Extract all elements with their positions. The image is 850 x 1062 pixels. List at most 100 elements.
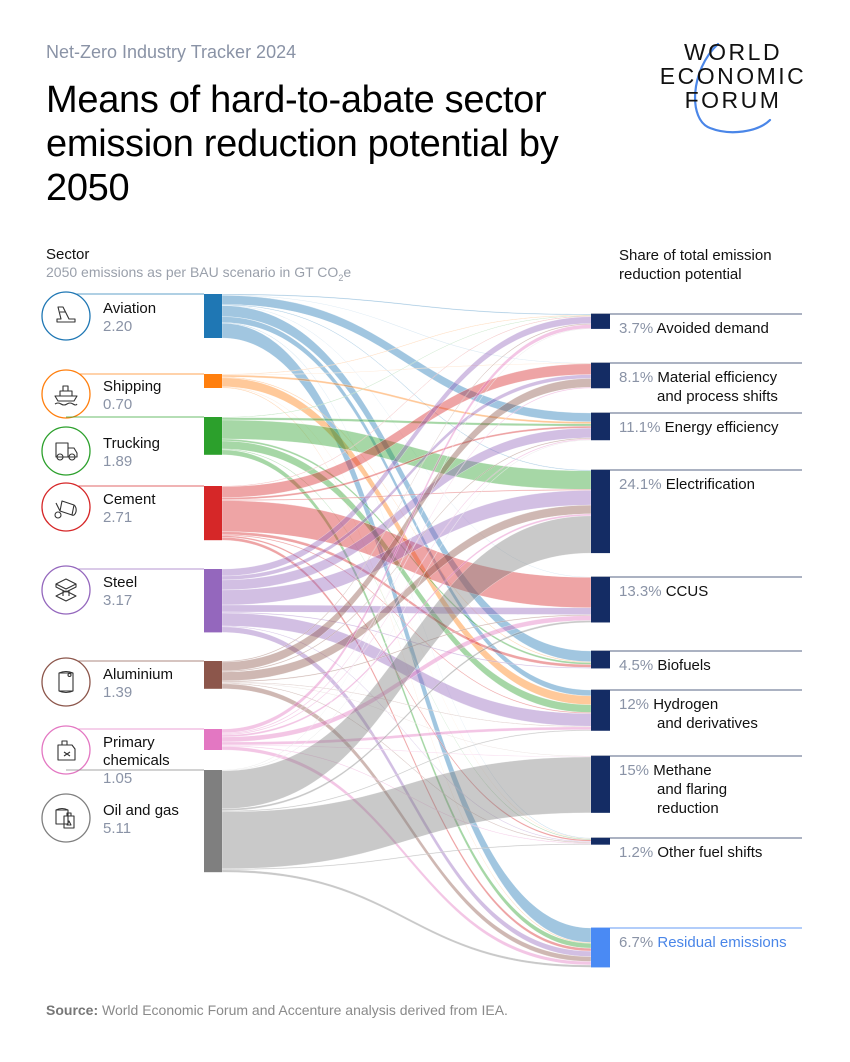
target-label: 15% Methane and flaring reduction <box>619 761 819 818</box>
logo-line: ECONOMIC <box>659 63 807 89</box>
logo-line: WORLD <box>683 39 783 65</box>
sector-subtitle: 2050 emissions as per BAU scenario in GT… <box>46 264 351 283</box>
logo-line: FORUM <box>684 87 782 113</box>
target-node-biofuels <box>591 650 802 669</box>
source-value: 0.70 <box>103 396 133 413</box>
ship-icon <box>41 369 91 419</box>
source-bar <box>204 729 222 750</box>
source-node-primary-chemicals <box>41 725 222 775</box>
target-node-other-fuel-shifts <box>591 837 802 845</box>
target-name: and derivatives <box>657 715 758 732</box>
target-pct: 3.7% <box>619 320 657 337</box>
target-name: Methane <box>653 762 712 779</box>
target-label: 3.7% Avoided demand <box>619 319 819 338</box>
target-node-methane-and-flaring-reduction <box>591 755 802 813</box>
target-label: 12% Hydrogen and derivatives <box>619 695 819 733</box>
target-name: Energy efficiency <box>664 419 779 436</box>
source-value: 3.17 <box>103 592 133 609</box>
target-node-ccus <box>591 576 802 623</box>
truck-icon <box>41 426 91 476</box>
source-value: 2.71 <box>103 509 133 526</box>
target-bar <box>591 577 610 623</box>
target-bar <box>591 838 610 845</box>
can-icon <box>41 657 91 707</box>
steel-beam-icon <box>41 565 91 615</box>
target-pct: 6.7% <box>619 934 658 951</box>
source-name: Cement <box>103 491 156 508</box>
target-name: Material efficiency <box>657 369 778 386</box>
source-label: Aviation 2.20 <box>103 300 156 336</box>
target-bar <box>591 314 610 329</box>
source-bar <box>204 661 222 689</box>
source-bar <box>204 770 222 873</box>
source-node-shipping <box>41 369 222 419</box>
target-name: and flaring <box>657 781 728 798</box>
target-pct: 1.2% <box>619 844 658 861</box>
target-node-material-efficiency-and-process-shifts <box>591 362 802 389</box>
source-label: Source: <box>46 1002 99 1018</box>
source-value: 1.89 <box>103 453 133 470</box>
tracker-kicker: Net-Zero Industry Tracker 2024 <box>46 42 297 62</box>
target-label: 11.1% Energy efficiency <box>619 418 819 437</box>
target-node-hydrogen-and-derivatives <box>591 689 802 731</box>
source-bar <box>204 294 222 338</box>
sector-header: Sector <box>46 246 90 263</box>
target-pct: 12% <box>619 696 654 713</box>
source-name: Aluminium <box>103 666 174 683</box>
source-label: Steel 3.17 <box>103 574 137 610</box>
source-node-aluminium <box>41 657 222 707</box>
target-bar <box>591 413 610 441</box>
target-node-residual-emissions <box>591 927 802 968</box>
source-label: Shipping 0.70 <box>103 378 161 414</box>
target-bar <box>591 363 610 389</box>
target-name: Other fuel shifts <box>657 844 763 861</box>
source-label: Primary chemicals 1.05 <box>103 734 183 788</box>
target-pct: 11.1% <box>619 419 665 436</box>
target-name: and process shifts <box>657 388 778 405</box>
airplane-tail-icon <box>41 291 91 341</box>
target-bar <box>591 651 610 669</box>
source-name: Primary chemicals <box>103 734 170 769</box>
source-node-cement <box>41 482 222 541</box>
target-bar <box>591 470 610 554</box>
subtitle-subscript: 2 <box>338 272 344 283</box>
source-node-trucking <box>41 416 222 476</box>
logo-arc-icon <box>693 42 772 134</box>
source-bar <box>204 569 222 633</box>
target-name: reduction <box>657 800 719 817</box>
source-label: Trucking 1.89 <box>103 435 160 471</box>
target-node-avoided-demand <box>591 313 802 329</box>
target-pct: 15% <box>619 762 654 779</box>
target-label: 4.5% Biofuels <box>619 656 819 675</box>
target-label: 6.7% Residual emissions <box>619 933 819 952</box>
target-node-energy-efficiency <box>591 412 802 441</box>
target-bar <box>591 928 610 968</box>
target-name: Electrification <box>665 476 755 493</box>
source-name: Aviation <box>103 300 157 317</box>
source-value: 5.11 <box>103 820 132 837</box>
target-name: Biofuels <box>657 657 711 674</box>
source-label: Cement 2.71 <box>103 491 156 527</box>
source-name: Shipping <box>103 378 162 395</box>
source-label: Oil and gas 5.11 <box>103 802 179 838</box>
target-name: CCUS <box>665 583 709 600</box>
source-note: Source: World Economic Forum and Accentu… <box>46 1002 508 1018</box>
target-name: Hydrogen <box>653 696 719 713</box>
share-header: Share of total emission reduction potent… <box>619 247 772 283</box>
subtitle-suffix: e <box>343 264 352 280</box>
source-name: Oil and gas <box>103 802 179 819</box>
source-label: Aluminium 1.39 <box>103 666 173 702</box>
source-bar <box>204 486 222 541</box>
sankey-chart <box>41 291 802 968</box>
target-label: 13.3% CCUS <box>619 582 819 601</box>
cement-mixer-icon <box>41 482 91 532</box>
wef-logo: WORLD ECONOMIC FORUM <box>648 40 818 140</box>
source-text: World Economic Forum and Accenture analy… <box>98 1002 508 1018</box>
target-name: Residual emissions <box>657 934 787 951</box>
target-pct: 4.5% <box>619 657 658 674</box>
flows-layer <box>221 293 592 968</box>
target-bar <box>591 690 610 731</box>
target-label: 1.2% Other fuel shifts <box>619 843 819 862</box>
target-node-electrification <box>591 469 802 554</box>
source-value: 1.39 <box>103 684 133 701</box>
